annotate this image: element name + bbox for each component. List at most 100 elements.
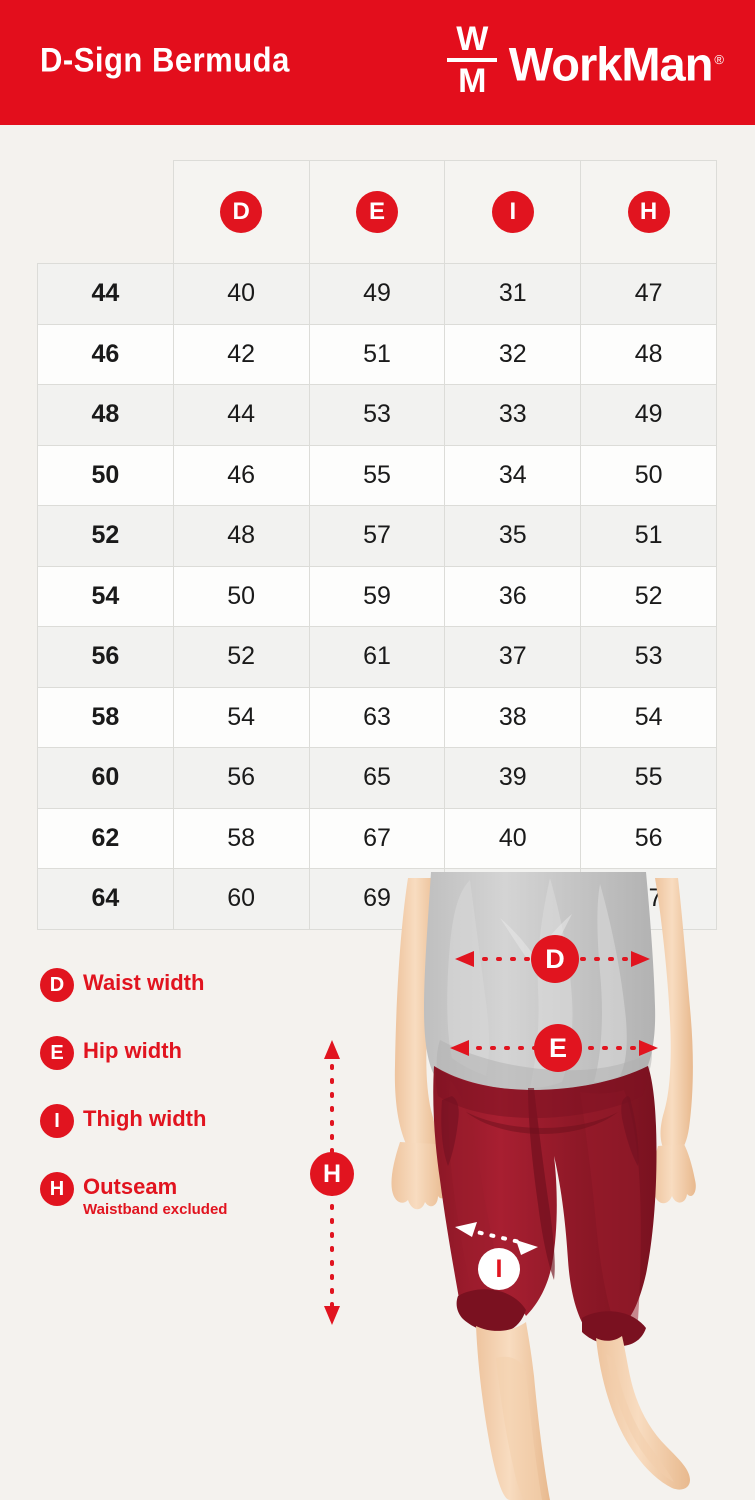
cell-d: 40	[172, 263, 310, 325]
legend-text-i: Thigh width	[83, 1104, 206, 1131]
legend-item-e: E Hip width	[40, 1036, 340, 1070]
shorts-waistband	[435, 1066, 648, 1118]
shorts-crease-top	[466, 1112, 618, 1134]
cell-e: 53	[308, 384, 446, 446]
cell-i: 38	[444, 686, 582, 748]
shirt-highlight-left	[447, 880, 489, 1076]
cell-size: 62	[37, 807, 174, 869]
cell-size: 50	[37, 444, 174, 506]
cell-h: 51	[580, 505, 717, 567]
legend-text-h: Outseam Waistband excluded	[83, 1172, 227, 1219]
cell-size: 58	[37, 686, 174, 748]
cell-size: 48	[37, 384, 174, 446]
table-body: 44 40 49 31 47 46 42 51 32 48 48 44 53 3…	[37, 263, 717, 930]
cell-h: 50	[580, 444, 717, 506]
shorts-center-seam	[528, 1088, 555, 1280]
cell-d: 56	[172, 747, 310, 809]
cuff-right	[582, 1311, 646, 1346]
shirt-highlight-right	[594, 884, 627, 1082]
waist-marker: D	[531, 935, 579, 983]
size-chart-table: D E I H 44 40 49 31 47 46 42 51 32 48 48…	[37, 160, 717, 930]
table-row: 58 54 63 38 54	[37, 686, 717, 748]
column-header-h: H	[580, 160, 717, 264]
cell-e: 49	[308, 263, 446, 325]
cell-h: 54	[580, 686, 717, 748]
legend-label: Thigh width	[83, 1106, 207, 1131]
column-header-i: I	[444, 160, 582, 264]
legend-label: Waist width	[83, 970, 205, 995]
table-header-row: D E I H	[38, 160, 717, 264]
table-row: 56 52 61 37 53	[37, 626, 717, 688]
legend-text-e: Hip width	[83, 1036, 182, 1063]
cell-d: 42	[172, 323, 310, 385]
model-illustration	[300, 860, 755, 1500]
brand-name-text: WorkMan	[508, 37, 714, 91]
cell-h: 49	[580, 384, 717, 446]
cell-d: 58	[172, 807, 310, 869]
legend-badge-h: H	[40, 1172, 74, 1206]
cell-i: 34	[444, 444, 582, 506]
cell-e: 51	[308, 323, 446, 385]
pocket-left	[441, 1096, 459, 1166]
table-row: 46 42 51 32 48	[37, 323, 717, 385]
legend-text-d: Waist width	[83, 968, 204, 995]
cell-size: 60	[37, 747, 174, 809]
cell-size: 56	[37, 626, 174, 688]
legend-badge-i: I	[40, 1104, 74, 1138]
brand-logo: W M WorkMan ®	[441, 22, 724, 102]
hip-marker: E	[534, 1024, 582, 1072]
badge-h: H	[627, 191, 670, 233]
right-arm	[655, 878, 693, 1156]
workman-monogram-icon: W M	[441, 22, 503, 102]
cell-size: 64	[37, 868, 174, 930]
right-leg-highlight	[606, 1354, 674, 1482]
badge-i: I	[491, 191, 534, 233]
table-row: 44 40 49 31 47	[37, 263, 717, 325]
cell-i: 31	[444, 263, 582, 325]
table-row: 52 48 57 35 51	[37, 505, 717, 567]
right-hand	[651, 1144, 696, 1204]
cell-d: 52	[172, 626, 310, 688]
cell-d: 54	[172, 686, 310, 748]
shorts-highlight-right	[580, 1090, 641, 1322]
cell-size: 54	[37, 565, 174, 627]
cell-h: 56	[580, 807, 717, 869]
table-corner-cell	[38, 161, 174, 264]
page-title: D-Sign Bermuda	[40, 40, 290, 80]
cell-i: 33	[444, 384, 582, 446]
cell-e: 57	[308, 505, 446, 567]
monogram-w: W	[456, 20, 488, 58]
cell-h: 48	[580, 323, 717, 385]
cell-d: 44	[172, 384, 310, 446]
cell-h: 47	[580, 263, 717, 325]
pocket-right	[621, 1096, 639, 1166]
cuff-left	[456, 1289, 526, 1333]
column-header-d: D	[172, 160, 310, 264]
measurement-legend: D Waist width E Hip width I Thigh width …	[40, 968, 340, 1219]
cell-d: 50	[172, 565, 310, 627]
cell-e: 63	[308, 686, 446, 748]
cell-size: 52	[37, 505, 174, 567]
cell-i: 40	[444, 807, 582, 869]
legend-badge-e: E	[40, 1036, 74, 1070]
table-row: 54 50 59 36 52	[37, 565, 717, 627]
cell-i: 39	[444, 747, 582, 809]
badge-e: E	[355, 191, 398, 233]
left-hand	[391, 1142, 447, 1210]
cell-d: 60	[172, 868, 310, 930]
cell-i: 37	[444, 626, 582, 688]
cell-e: 55	[308, 444, 446, 506]
monogram-divider	[446, 58, 497, 62]
legend-label: Hip width	[83, 1038, 182, 1063]
cell-d: 48	[172, 505, 310, 567]
registered-mark-icon: ®	[714, 52, 724, 68]
cell-h: 53	[580, 626, 717, 688]
right-leg	[596, 1336, 690, 1490]
table-row: 50 46 55 34 50	[37, 444, 717, 506]
legend-item-h: H Outseam Waistband excluded	[40, 1172, 340, 1219]
cell-i: 36	[444, 565, 582, 627]
monogram-m: M	[458, 62, 486, 100]
legend-item-i: I Thigh width	[40, 1104, 340, 1138]
thigh-marker: I	[478, 1248, 520, 1290]
cell-h: 55	[580, 747, 717, 809]
